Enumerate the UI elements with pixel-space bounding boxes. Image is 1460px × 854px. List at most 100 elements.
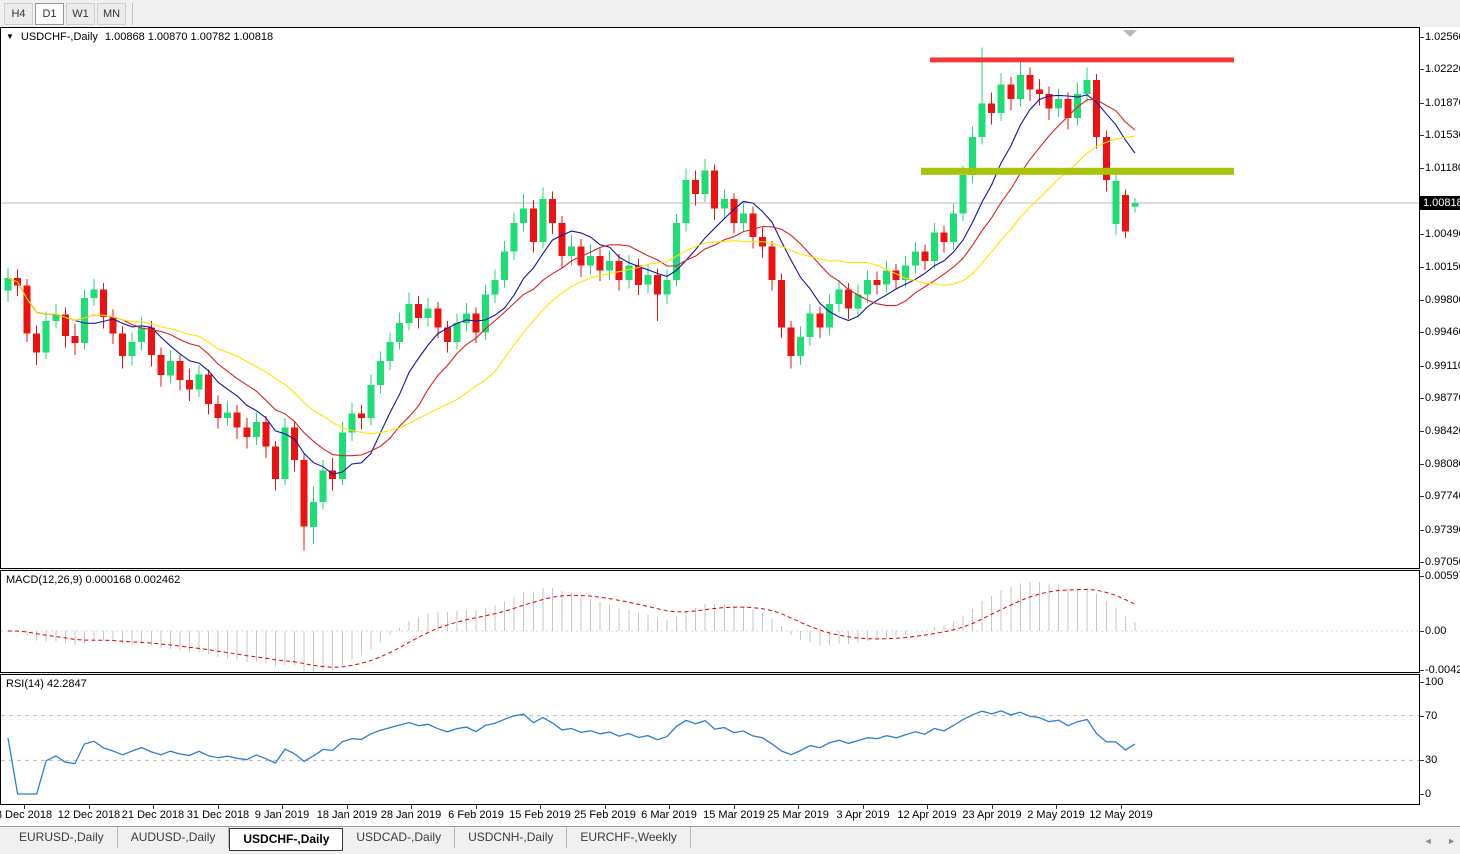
date-tick [1121, 805, 1122, 809]
chevron-down-icon[interactable]: ▼ [6, 32, 14, 41]
price-axis-label: 1.00490 [1425, 228, 1460, 240]
date-label: 28 Jan 2019 [380, 809, 442, 821]
chart-tab-usdchf[interactable]: USDCHF-,Daily [229, 828, 344, 851]
date-tick [347, 805, 348, 809]
date-label: 3 Dec 2018 [0, 809, 53, 821]
rsi-indicator-panel[interactable]: RSI(14) 42.2847 [0, 674, 1420, 805]
date-tick [863, 805, 864, 809]
date-tick [24, 805, 25, 809]
timeframe-button-w1[interactable]: W1 [66, 2, 95, 25]
tab-scroll-left-icon[interactable]: ◄ [1423, 836, 1433, 846]
date-label: 3 Apr 2019 [836, 809, 890, 821]
timeframe-button-h4[interactable]: H4 [4, 2, 33, 25]
date-label: 12 Apr 2019 [897, 809, 957, 821]
rsi-axis-label: 30 [1425, 754, 1438, 766]
price-axis-label-tick [1420, 103, 1424, 104]
chart-tab-eurusd[interactable]: EURUSD-,Daily [6, 827, 118, 848]
date-tick [153, 805, 154, 809]
date-tick [411, 805, 412, 809]
date-label: 25 Mar 2019 [767, 809, 829, 821]
rsi-canvas[interactable] [1, 675, 1419, 804]
macd-canvas[interactable] [1, 571, 1419, 672]
macd-label: MACD(12,26,9) 0.000168 0.002462 [6, 574, 181, 586]
ma-medium-line [7, 99, 1136, 457]
price-axis-label: 1.01180 [1425, 162, 1460, 174]
price-axis-label: 1.01530 [1425, 129, 1460, 141]
price-axis-label-tick [1420, 300, 1424, 301]
chart-title: ▼ USDCHF-,Daily 1.00868 1.00870 1.00782 … [6, 31, 273, 43]
ma-fast-line [7, 94, 1136, 475]
chart-tab-audusd[interactable]: AUDUSD-,Daily [118, 827, 230, 848]
rsi-axis-label-tick [1420, 682, 1424, 683]
support-line[interactable] [921, 167, 1234, 175]
date-label: 15 Feb 2019 [509, 809, 571, 821]
rsi-axis-label: 100 [1425, 676, 1444, 688]
chart-tab-bar: EURUSD-,Daily AUDUSD-,Daily USDCHF-,Daily U… [0, 826, 1460, 854]
date-label: 6 Mar 2019 [641, 809, 697, 821]
current-price-badge: 1.00818 [1420, 196, 1460, 210]
macd-axis-label-tick [1420, 670, 1424, 671]
rsi-axis-label-tick [1420, 794, 1424, 795]
date-label: 12 Dec 2018 [57, 809, 121, 821]
date-axis[interactable]: 3 Dec 2018 12 Dec 2018 21 Dec 2018 31 Dec 2… [0, 805, 1460, 826]
tab-scroll-right-icon[interactable]: ► [1447, 836, 1456, 846]
chart-tab-usdcad[interactable]: USDCAD-,Daily [343, 827, 456, 848]
date-label: 18 Jan 2019 [316, 809, 378, 821]
date-tick [476, 805, 477, 809]
macd-axis-label-tick [1420, 576, 1424, 577]
price-axis-label-tick [1420, 168, 1424, 169]
chart-shift-marker-icon[interactable] [1123, 30, 1137, 37]
rsi-axis-label-tick [1420, 760, 1424, 761]
timeframe-button-mn[interactable]: MN [97, 2, 126, 25]
chart-tab-usdcnh[interactable]: USDCNH-,Daily [455, 827, 568, 848]
date-tick [992, 805, 993, 809]
resistance-line[interactable] [930, 57, 1234, 63]
price-axis-label-tick [1420, 464, 1424, 465]
tab-scroll-arrows: ◄ ► [1412, 836, 1456, 846]
date-label: 23 Apr 2019 [962, 809, 1022, 821]
date-tick [540, 805, 541, 809]
chart-symbol-label: USDCHF-,Daily [20, 31, 98, 43]
date-tick [89, 805, 90, 809]
date-label: 15 Mar 2019 [703, 809, 765, 821]
price-axis-label-tick [1420, 530, 1424, 531]
rsi-line [7, 710, 1136, 795]
candles [4, 47, 1139, 551]
rsi-label: RSI(14) 42.2847 [6, 678, 87, 690]
price-axis[interactable]: 1.02560 1.02220 1.01870 1.01530 1.01180 1.004… [1420, 27, 1460, 826]
date-label: 21 Dec 2018 [121, 809, 185, 821]
price-axis-label-tick [1420, 135, 1424, 136]
date-tick [218, 805, 219, 809]
main-chart-canvas[interactable] [1, 28, 1419, 568]
price-axis-label: 1.02220 [1425, 63, 1460, 75]
price-axis-label-tick [1420, 234, 1424, 235]
price-axis-label-tick [1420, 398, 1424, 399]
date-label: 31 Dec 2018 [186, 809, 250, 821]
toolbar-separator [132, 2, 133, 25]
date-tick [734, 805, 735, 809]
rsi-axis-label-tick [1420, 716, 1424, 717]
date-label: 9 Jan 2019 [254, 809, 310, 821]
main-chart-panel[interactable]: ▼ USDCHF-,Daily 1.00868 1.00870 1.00782 … [0, 27, 1420, 569]
price-axis-label-tick [1420, 69, 1424, 70]
price-axis-label-tick [1420, 431, 1424, 432]
ma-slow-line [7, 135, 1135, 435]
chart-tab-eurchf[interactable]: EURCHF-,Weekly [567, 827, 691, 848]
rsi-axis-label: 70 [1425, 710, 1438, 722]
price-axis-label-tick [1420, 267, 1424, 268]
macd-axis-label: -0.00424 [1425, 664, 1460, 676]
price-axis-label-tick [1420, 37, 1424, 38]
macd-indicator-panel[interactable]: MACD(12,26,9) 0.000168 0.002462 [0, 570, 1420, 673]
timeframe-button-d1[interactable]: D1 [35, 2, 64, 25]
macd-histogram [17, 582, 1136, 671]
